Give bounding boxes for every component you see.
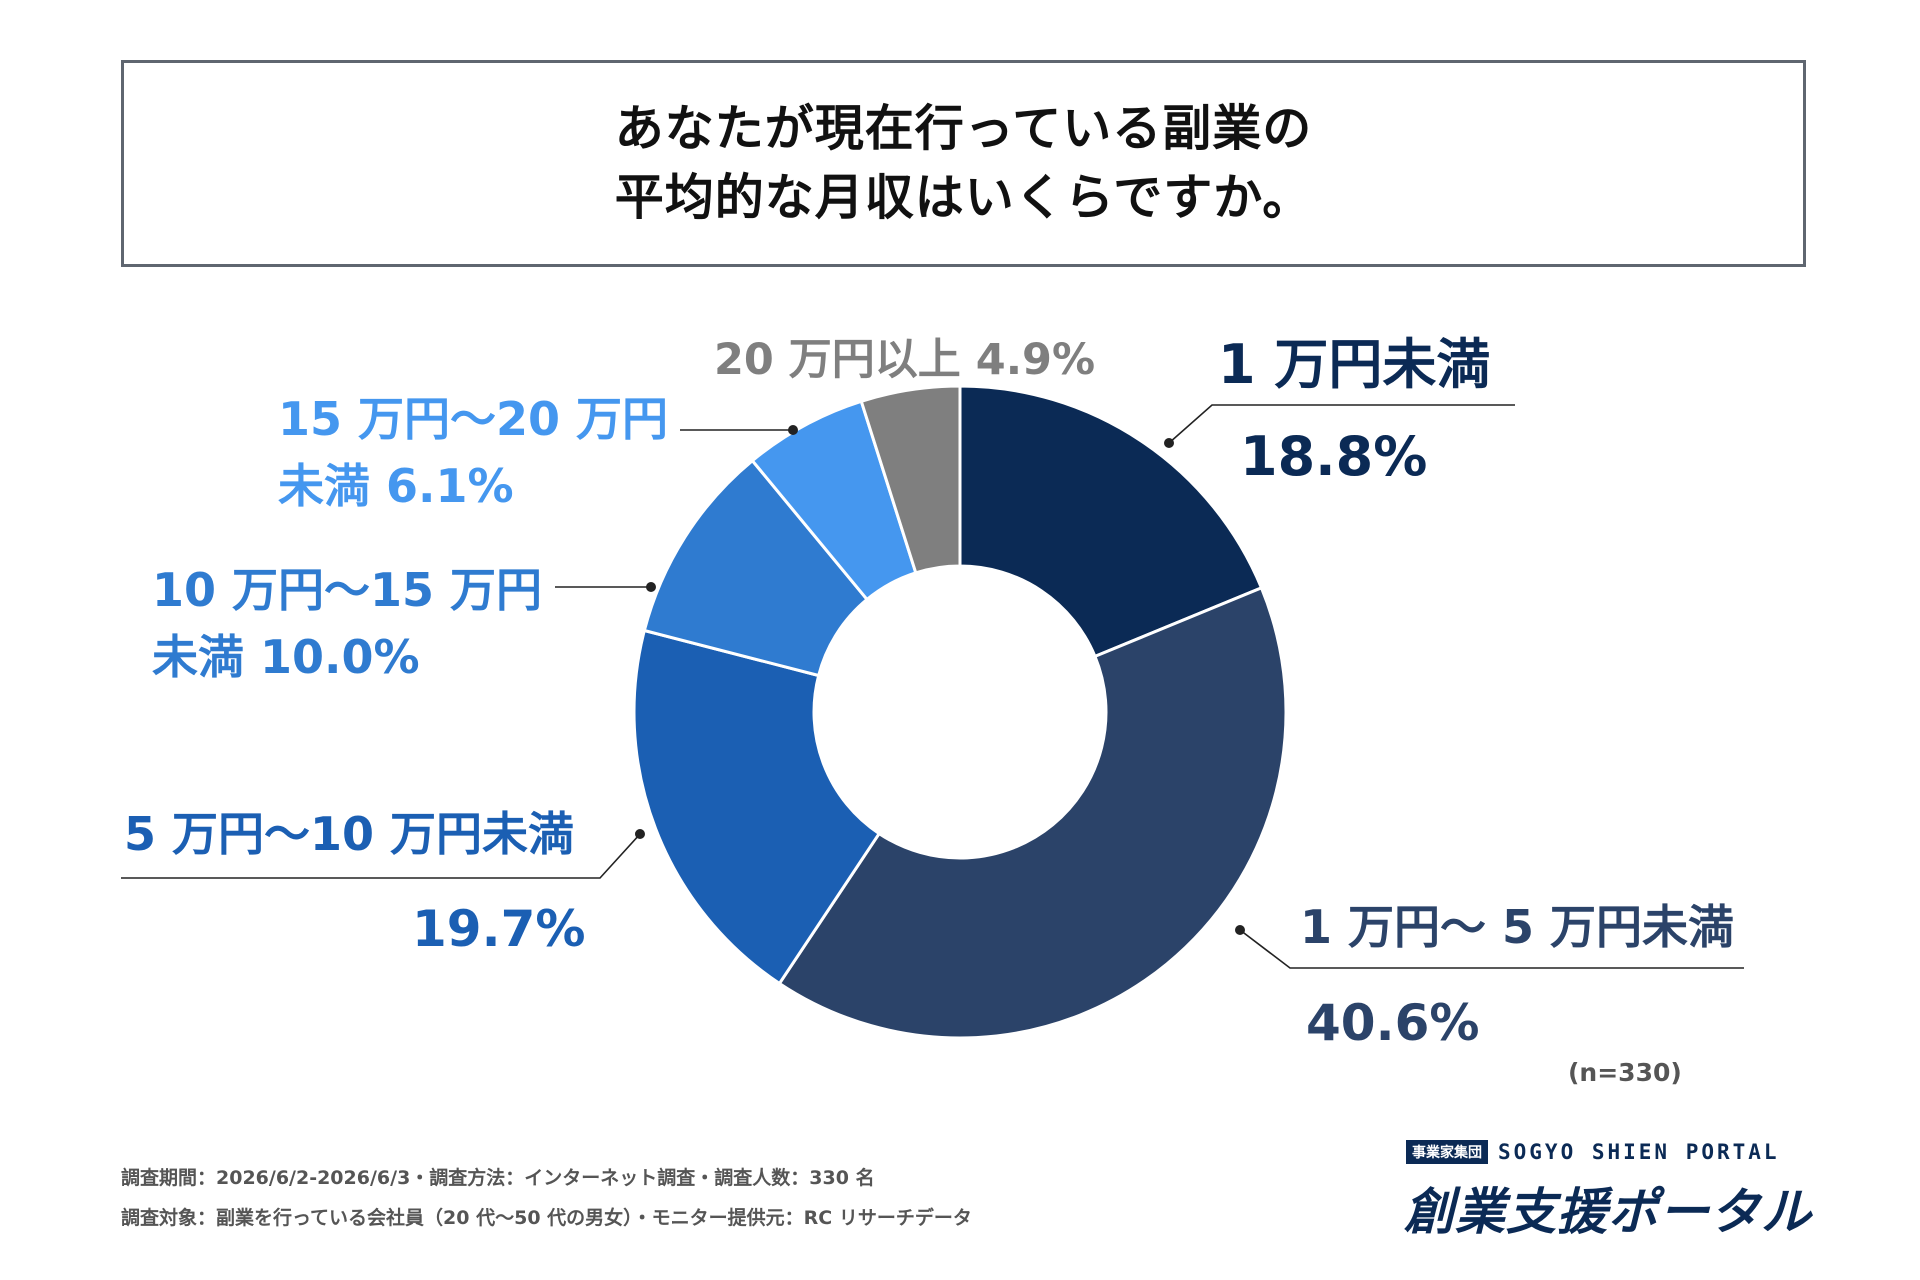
- slice-label-150k-200k-name: 15 万円〜20 万円: [278, 392, 669, 446]
- leader-under-10k-dot: [1164, 438, 1174, 448]
- leader-150k-200k-dot: [788, 425, 798, 435]
- slice-over-200k: [859, 384, 962, 575]
- slice-label-100k-150k-value: 未満 10.0%: [152, 630, 420, 684]
- sample-size: (n=330): [1568, 1058, 1682, 1087]
- slice-label-under-10k-name: 1 万円未満: [1218, 333, 1491, 396]
- survey-info-line-2: 調査対象：副業を行っている会社員（20 代〜50 代の男女）・モニター提供元：R…: [121, 1207, 972, 1229]
- chart-title-line-2: 平均的な月収はいくらですか。: [614, 168, 1313, 226]
- logo-japanese-text: 創業支援ポータル: [1404, 1183, 1812, 1241]
- logo-english-text: SOGYO SHIEN PORTAL: [1498, 1140, 1780, 1164]
- leader-10k-50k: [1239, 929, 1744, 969]
- survey-info-line-1: 調査期間：2026/6/2-2026/6/3・調査方法：インターネット調査・調査…: [121, 1167, 875, 1189]
- slice-label-10k-50k-value: 40.6%: [1306, 994, 1480, 1052]
- title-box: あなたが現在行っている副業の 平均的な月収はいくらですか。: [121, 60, 1806, 267]
- logo-top: 事業家集団 SOGYO SHIEN PORTAL: [1406, 1140, 1780, 1164]
- slice-10k-50k: [777, 585, 1288, 1040]
- logo-badge: 事業家集団: [1406, 1140, 1488, 1164]
- slice-label-under-10k-value: 18.8%: [1240, 425, 1428, 488]
- leader-10k-50k-dot: [1235, 925, 1245, 935]
- leader-under-10k: [1168, 404, 1515, 444]
- slice-label-over-200k: 20 万円以上 4.9%: [714, 335, 1096, 385]
- leader-50k-100k: [121, 833, 641, 879]
- slice-50k-100k: [632, 628, 882, 986]
- slice-label-150k-200k-value: 未満 6.1%: [278, 459, 514, 513]
- slice-label-100k-150k-name: 10 万円〜15 万円: [152, 563, 543, 617]
- slice-label-50k-100k-value: 19.7%: [412, 900, 586, 958]
- leader-50k-100k-dot: [635, 829, 645, 839]
- slice-label-10k-50k-name: 1 万円〜 5 万円未満: [1300, 900, 1735, 954]
- leader-100k-150k-dot: [646, 582, 656, 592]
- slice-label-50k-100k-name: 5 万円〜10 万円未満: [124, 807, 575, 861]
- chart-title-line-1: あなたが現在行っている副業の: [614, 99, 1313, 157]
- slice-under-10k: [958, 384, 1264, 659]
